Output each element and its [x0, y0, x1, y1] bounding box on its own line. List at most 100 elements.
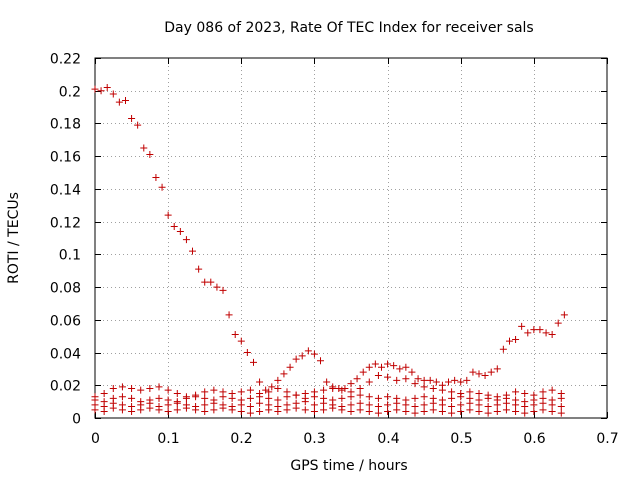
data-point: [91, 406, 99, 414]
data-point: [146, 404, 154, 412]
data-point: [438, 407, 446, 415]
data-point: [128, 115, 136, 123]
data-point: [155, 394, 163, 402]
data-point: [542, 329, 550, 337]
data-point: [512, 388, 520, 396]
data-point: [176, 227, 184, 235]
data-point: [347, 380, 355, 388]
data-point: [347, 407, 355, 415]
data-point: [466, 388, 474, 396]
data-point: [219, 404, 227, 412]
data-point: [548, 331, 556, 339]
y-tick-label: 0.06: [50, 314, 81, 330]
data-point: [118, 406, 126, 414]
data-point: [411, 403, 419, 411]
data-point: [323, 378, 331, 386]
data-point: [292, 355, 300, 363]
data-point: [268, 383, 276, 391]
data-point: [155, 406, 163, 414]
data-point: [548, 407, 556, 415]
data-point: [246, 409, 254, 417]
axis-ticks: 0 0.1 0.2 0.3 0.4 0.5 0.6 0.7 0 0.02 0.04 0.06 0.08 0…: [50, 52, 619, 448]
x-tick-label: 0.7: [596, 431, 618, 447]
data-point: [274, 376, 282, 384]
x-tick-label: 0.2: [230, 431, 252, 447]
data-point: [396, 365, 404, 373]
data-point: [512, 335, 520, 343]
data-point: [384, 393, 392, 401]
data-point: [481, 371, 489, 379]
x-tick-label: 0.1: [157, 431, 179, 447]
data-point: [448, 403, 456, 411]
data-point: [402, 363, 410, 371]
data-point: [265, 394, 273, 402]
data-point: [128, 394, 136, 402]
data-point: [207, 278, 215, 286]
data-point: [374, 371, 382, 379]
y-tick-label: 0.14: [50, 183, 81, 199]
data-point: [420, 383, 428, 391]
data-point: [237, 337, 245, 345]
data-point: [341, 385, 349, 393]
data-point: [347, 401, 355, 409]
data-point: [521, 409, 529, 417]
data-point: [402, 407, 410, 415]
data-point: [475, 389, 483, 397]
data-point: [262, 386, 270, 394]
data-point: [448, 409, 456, 417]
data-point: [237, 388, 245, 396]
data-point: [164, 211, 172, 219]
data-point: [393, 399, 401, 407]
data-point: [286, 363, 294, 371]
data-point: [310, 393, 318, 401]
data-point: [347, 393, 355, 401]
data-point: [173, 406, 181, 414]
data-point: [310, 407, 318, 415]
data-point: [256, 378, 264, 386]
data-point: [384, 360, 392, 368]
data-point: [493, 407, 501, 415]
data-point: [365, 401, 373, 409]
data-point: [140, 144, 148, 152]
data-point: [100, 407, 108, 415]
data-point: [210, 406, 218, 414]
data-point: [365, 393, 373, 401]
data-point: [228, 394, 236, 402]
data-point: [530, 401, 538, 409]
data-points: [91, 83, 568, 417]
data-point: [237, 407, 245, 415]
data-point: [310, 401, 318, 409]
data-point: [499, 345, 507, 353]
data-point: [292, 404, 300, 412]
data-point: [365, 407, 373, 415]
data-point: [475, 407, 483, 415]
data-point: [539, 388, 547, 396]
data-point: [118, 393, 126, 401]
data-point: [359, 368, 367, 376]
data-point: [560, 311, 568, 319]
data-point: [158, 183, 166, 191]
data-point: [438, 401, 446, 409]
data-point: [115, 98, 123, 106]
data-point: [173, 389, 181, 397]
data-point: [451, 376, 459, 384]
data-point: [384, 401, 392, 409]
data-point: [320, 399, 328, 407]
data-point: [192, 406, 200, 414]
data-point: [164, 407, 172, 415]
data-point: [192, 393, 200, 401]
data-point: [557, 409, 565, 417]
data-point: [201, 407, 209, 415]
data-point: [487, 368, 495, 376]
data-point: [103, 83, 111, 91]
data-point: [283, 393, 291, 401]
data-point: [374, 394, 382, 402]
data-point: [557, 403, 565, 411]
data-point: [100, 389, 108, 397]
data-point: [250, 358, 258, 366]
data-point: [134, 121, 142, 129]
data-point: [213, 283, 221, 291]
data-point: [356, 406, 364, 414]
data-point: [246, 403, 254, 411]
